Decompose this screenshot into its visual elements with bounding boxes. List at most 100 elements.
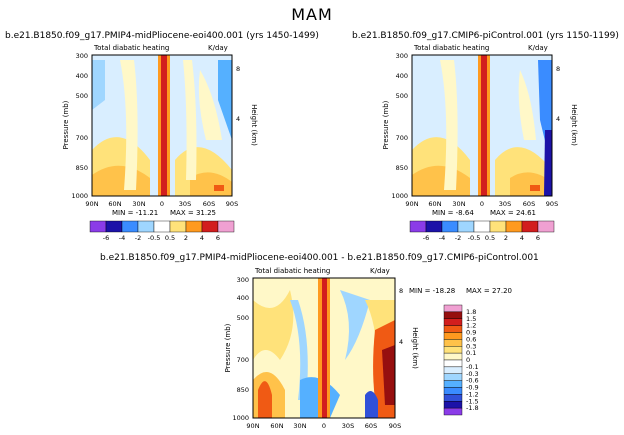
field-region [322, 278, 327, 418]
x-tick-label: 60S [523, 200, 535, 208]
y-axis-label: Pressure (mb) [382, 100, 390, 149]
colorbar-cell [137, 220, 155, 233]
right-axis-label: Height (km) [411, 327, 419, 369]
colorbar: -6 -4 -2 -0.5 0.5 2 4 6 [89, 220, 235, 242]
y-axis-label: Pressure (mb) [224, 323, 232, 372]
colorbar-label: 1.5 [466, 315, 476, 323]
field-region [92, 60, 105, 110]
field-region [340, 290, 370, 360]
colorbar-cell [505, 220, 523, 233]
colorbar-label: 0.5 [165, 234, 175, 242]
field-region [258, 381, 272, 418]
min-label: MIN = -11.21 [112, 209, 158, 217]
y-tick-label: 850 [396, 164, 408, 172]
x-tick-label: 30N [293, 422, 306, 430]
colorbar-label: 4 [200, 234, 204, 242]
heatmap-plot [252, 277, 396, 419]
colorbar-label: 0.1 [466, 349, 476, 357]
right-tick-label: 4 [399, 338, 403, 346]
field-region [253, 290, 294, 360]
panel-top-left: b.e21.B1850.f09_g17.PMIP4-midPliocene-eo… [5, 31, 319, 242]
colorbar-label: -0.1 [466, 363, 479, 371]
x-tick-label: 30S [499, 200, 511, 208]
x-tick-label: 60N [108, 200, 121, 208]
right-tick-label: 8 [399, 287, 403, 295]
y-tick-label: 850 [237, 386, 249, 394]
field-region [440, 60, 458, 190]
x-tick-label: 90N [85, 200, 98, 208]
plot-frame [411, 54, 553, 197]
colorbar-cell [443, 325, 463, 333]
colorbar-cell [169, 220, 187, 233]
panel-bottom-diff: b.e21.B1850.f09_g17.PMIP4-midPliocene-eo… [100, 253, 539, 430]
y-tick-label: 500 [76, 92, 88, 100]
right-tick-label: 8 [556, 65, 560, 73]
max-label: MAX = 27.20 [466, 287, 512, 295]
colorbar-cell [443, 401, 463, 409]
colorbar-cell [489, 220, 507, 233]
y-tick-label: 300 [76, 52, 88, 60]
colorbar-cell [441, 220, 459, 233]
colorbar-label: -1.8 [466, 404, 479, 412]
field-region [481, 55, 487, 196]
panel-subtitle: Total diabatic heating [93, 44, 169, 52]
colorbar-label: -1.5 [466, 397, 479, 405]
x-tick-label: 30N [132, 200, 145, 208]
field-region [120, 60, 138, 190]
colorbar-label: -0.5 [468, 234, 481, 242]
colorbar-cell [443, 332, 463, 340]
colorbar-cell [443, 394, 463, 402]
x-tick-label: 90S [546, 200, 558, 208]
field-region [530, 185, 540, 191]
colorbar-cell [105, 220, 123, 233]
colorbar-cell [153, 220, 171, 233]
colorbar-cell [443, 373, 463, 381]
panel-units: K/day [528, 44, 548, 52]
right-tick-label: 8 [236, 65, 240, 73]
colorbar-cell [425, 220, 443, 233]
colorbar-cell [443, 366, 463, 374]
panel-subtitle: Total diabatic heating [413, 44, 489, 52]
colorbar-label: 1.2 [466, 322, 476, 330]
colorbar-label: 4 [520, 234, 524, 242]
field-region [518, 70, 536, 140]
y-tick-label: 300 [237, 276, 249, 284]
right-tick-label: 4 [236, 115, 240, 123]
y-tick-label: 1000 [232, 414, 249, 422]
colorbar-cell [89, 220, 107, 233]
x-tick-label: 90N [246, 422, 259, 430]
field-region [510, 172, 552, 196]
x-tick-label: 60S [365, 422, 377, 430]
field-region [214, 185, 224, 191]
colorbar-cell [185, 220, 203, 233]
panel-units: K/day [208, 44, 228, 52]
figure-title: MAM [291, 5, 333, 24]
colorbar-label: 2 [184, 234, 188, 242]
colorbar-label: 2 [504, 234, 508, 242]
plot-frame [252, 277, 396, 419]
colorbar-label: -1.2 [466, 390, 479, 398]
y-tick-label: 400 [76, 72, 88, 80]
panel-subtitle: Total diabatic heating [254, 267, 330, 275]
colorbar-label: -6 [423, 234, 429, 242]
colorbar-label: 6 [216, 234, 220, 242]
colorbar-label: -0.9 [466, 384, 479, 392]
panel-top-right: b.e21.B1850.f09_g17.CMIP6-piControl.001 … [352, 31, 619, 242]
colorbar-label: -6 [103, 234, 109, 242]
colorbar-label: 0 [466, 356, 470, 364]
colorbar-label: 0.3 [466, 342, 476, 350]
colorbar-cell [443, 311, 463, 319]
x-tick-label: 30S [342, 422, 354, 430]
field-region [218, 60, 232, 140]
colorbar-cell [443, 339, 463, 347]
colorbar-cell [443, 304, 463, 313]
y-axis-label: Pressure (mb) [62, 100, 70, 149]
right-axis-label: Height (km) [570, 104, 578, 146]
y-tick-label: 1000 [391, 192, 408, 200]
y-tick-label: 700 [237, 356, 249, 364]
colorbar-cell [201, 220, 219, 233]
colorbar-label: -2 [135, 234, 141, 242]
y-tick-label: 300 [396, 52, 408, 60]
x-tick-label: 30N [452, 200, 465, 208]
plot-frame [91, 54, 233, 197]
